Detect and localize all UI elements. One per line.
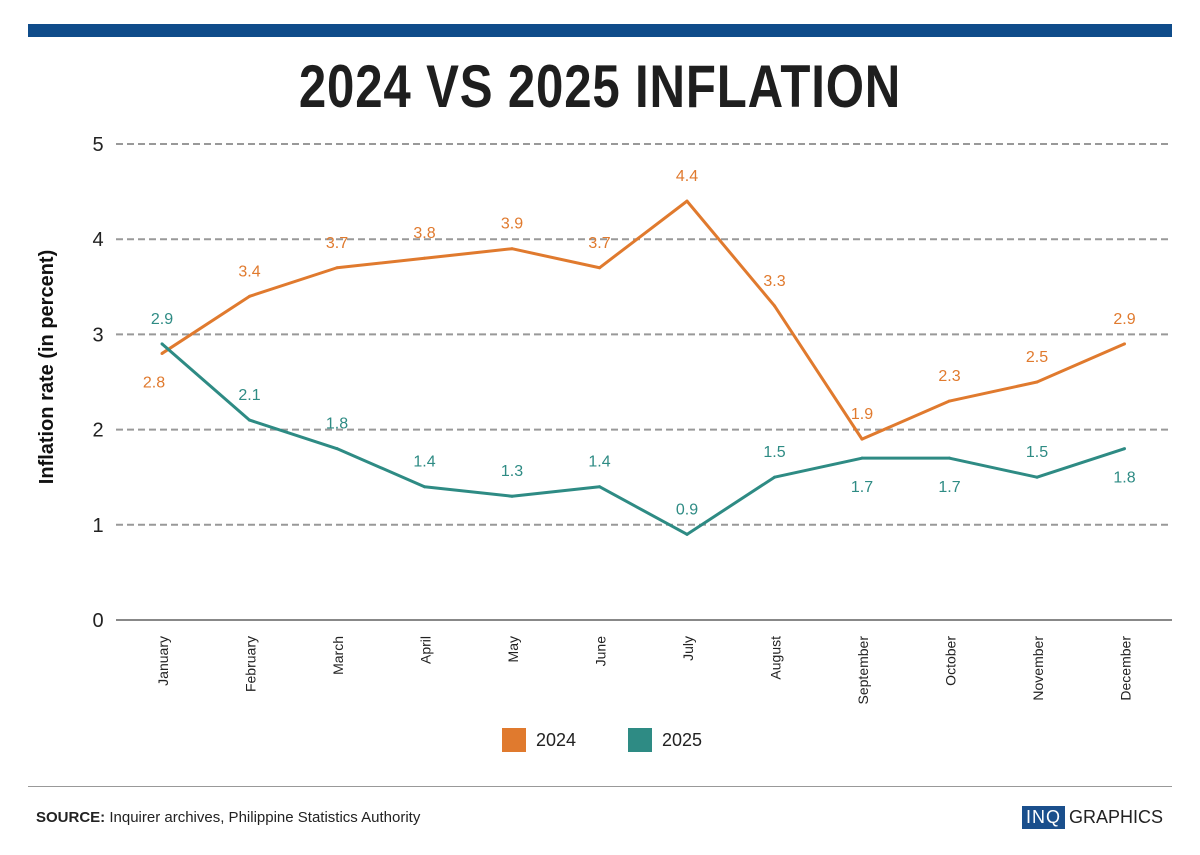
data-label-2025: 1.4 (588, 454, 610, 471)
x-tick-label: June (593, 636, 609, 667)
data-point-2025 (248, 418, 251, 422)
y-tick-label: 3 (92, 324, 103, 346)
data-label-2024: 3.7 (588, 235, 610, 252)
data-label-2024: 3.7 (326, 235, 348, 252)
x-tick-label: December (1118, 636, 1134, 701)
y-tick-label: 4 (92, 229, 103, 251)
data-point-2025 (685, 532, 689, 536)
series-line-2025 (161, 342, 1125, 536)
data-point-2024 (423, 256, 426, 260)
data-point-2024 (598, 266, 601, 270)
y-tick-label: 1 (92, 515, 103, 537)
data-point-2025 (423, 485, 426, 489)
data-label-2024: 4.4 (676, 168, 698, 185)
legend-item-2024: 2024 (502, 728, 576, 752)
source-label: SOURCE: (36, 809, 106, 826)
x-tick-label: February (243, 636, 259, 692)
legend-item-2025: 2025 (628, 728, 702, 752)
data-point-2025 (948, 456, 951, 460)
data-point-2024 (160, 351, 164, 355)
x-tick-label: July (680, 636, 696, 661)
data-point-2024 (860, 437, 864, 441)
data-label-2024: 2.3 (938, 368, 960, 385)
legend-label: 2024 (536, 729, 577, 750)
data-label-2025: 1.8 (326, 416, 348, 433)
data-point-2025 (1035, 475, 1039, 479)
chart-title: 2024 VS 2025 INFLATION (298, 53, 902, 120)
data-point-2025 (598, 485, 601, 489)
data-label-2025: 1.7 (938, 479, 960, 496)
data-point-2025 (160, 342, 164, 346)
data-label-2025: 1.4 (413, 454, 435, 471)
data-label-2025: 2.1 (238, 387, 260, 404)
data-label-2024: 1.9 (851, 406, 873, 423)
x-tick-label: November (1030, 636, 1046, 701)
data-point-2025 (335, 447, 339, 451)
data-point-2025 (1123, 447, 1126, 451)
x-tick-label: January (155, 636, 171, 686)
data-label-2024: 3.8 (413, 225, 435, 242)
legend-swatch-2024 (502, 728, 526, 752)
inq-graphics-logo: INQ GRAPHICS (1022, 806, 1163, 829)
x-tick-label: March (330, 636, 346, 675)
data-point-2025 (773, 475, 776, 479)
data-label-2025: 1.5 (763, 444, 785, 461)
data-point-2024 (1035, 380, 1039, 384)
data-label-2025: 1.3 (501, 463, 523, 480)
data-label-2024: 2.9 (1113, 311, 1135, 328)
source-note: SOURCE: Inquirer archives, Philippine St… (36, 809, 420, 826)
series-line-2024 (161, 199, 1126, 441)
x-tick-label: May (505, 636, 521, 662)
data-point-2024 (510, 247, 514, 251)
data-label-2024: 2.5 (1026, 349, 1048, 366)
y-tick-label: 2 (92, 420, 103, 442)
data-label-2024: 3.9 (501, 216, 523, 233)
data-label-2024: 3.3 (763, 273, 785, 290)
y-axis-label: Inflation rate (in percent) (36, 250, 58, 484)
x-tick-label: October (943, 636, 959, 686)
data-label-2024: 2.8 (143, 374, 165, 391)
data-point-2025 (510, 494, 514, 498)
source-text: Inquirer archives, Philippine Statistics… (109, 809, 421, 826)
data-point-2024 (773, 304, 776, 308)
data-point-2024 (685, 199, 689, 203)
y-tick-label: 5 (92, 134, 103, 156)
x-tick-label: April (418, 636, 434, 664)
data-point-2024 (1123, 342, 1126, 346)
data-label-2024: 3.4 (238, 263, 260, 280)
x-tick-label: August (768, 636, 784, 680)
legend-swatch-2025 (628, 728, 652, 752)
legend-label: 2025 (662, 729, 703, 750)
data-point-2025 (860, 456, 864, 460)
data-label-2025: 2.9 (151, 311, 173, 328)
data-point-2024 (948, 399, 951, 403)
data-label-2025: 0.9 (676, 501, 698, 518)
x-tick-label: September (855, 636, 871, 705)
data-label-2025: 1.5 (1026, 444, 1048, 461)
data-point-2024 (335, 266, 339, 270)
data-point-2024 (248, 294, 251, 298)
data-label-2025: 1.7 (851, 479, 873, 496)
data-label-2025: 1.8 (1113, 470, 1135, 487)
top-accent-bar (28, 24, 1172, 37)
footer-divider (28, 786, 1172, 787)
y-tick-label: 0 (92, 610, 103, 632)
